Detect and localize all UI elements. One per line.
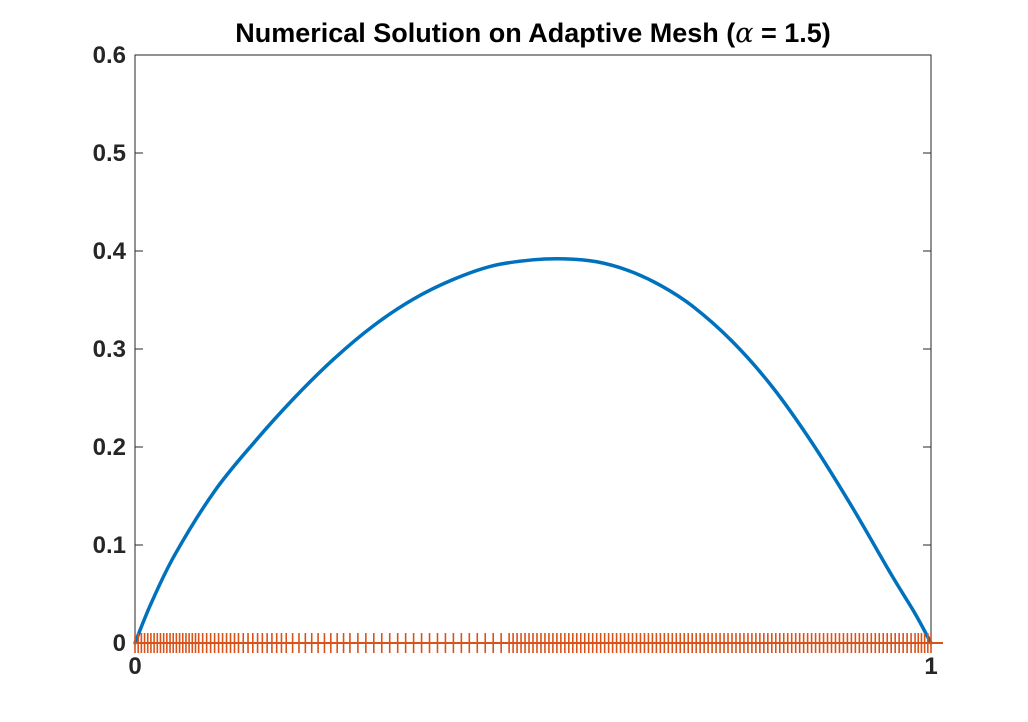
y-tick-label: 0 — [113, 630, 126, 657]
solution-point — [849, 504, 854, 508]
y-tick-label: 0.2 — [93, 434, 126, 461]
solution-point — [690, 304, 694, 308]
solution-point — [213, 489, 217, 493]
y-tick-label: 0.4 — [93, 238, 127, 265]
x-tick-label: 0 — [128, 653, 141, 680]
solution-point — [913, 612, 917, 616]
chart-title-suffix: = 1.5) — [754, 18, 831, 48]
chart-title-prefix: Numerical Solution on Adaptive Mesh ( — [235, 18, 735, 48]
chart-title-alpha: α — [735, 18, 753, 49]
y-tick-label: 0.3 — [93, 336, 126, 363]
solution-point — [889, 572, 893, 577]
solution-point — [531, 258, 535, 262]
series-layer — [133, 256, 943, 653]
solution-point — [730, 339, 734, 343]
y-tick-label: 0.5 — [93, 140, 126, 167]
solution-curve — [133, 256, 933, 644]
solution-point — [491, 264, 495, 268]
solution-point — [658, 283, 662, 287]
y-axis-ticks: 0 0.1 0.2 0.3 0.4 0.5 0.6 — [93, 42, 931, 657]
solution-point — [563, 257, 567, 261]
solution-point — [149, 602, 153, 606]
solution-point — [292, 396, 296, 400]
y-tick-label: 0.6 — [93, 42, 126, 69]
plot-area — [134, 54, 932, 644]
solution-point — [412, 297, 416, 301]
solution-point — [173, 553, 177, 557]
solution-point — [252, 440, 256, 444]
solution-point — [770, 384, 774, 388]
solution-point — [626, 269, 631, 273]
x-tick-label: 1 — [924, 653, 937, 680]
solution-point — [810, 440, 814, 444]
solution-point — [451, 277, 455, 282]
y-tick-label: 0.1 — [93, 532, 126, 559]
chart-title: Numerical Solution on Adaptive Mesh (α =… — [235, 18, 831, 49]
solution-point — [332, 357, 336, 361]
solution-point — [595, 260, 599, 264]
solution-point — [372, 323, 376, 328]
